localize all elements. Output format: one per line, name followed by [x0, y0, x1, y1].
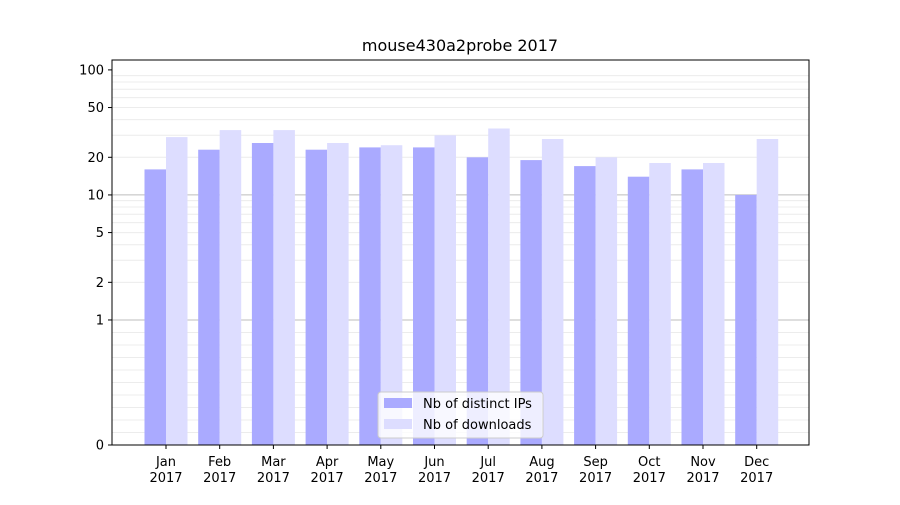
- bar-distinct-ips: [305, 149, 328, 445]
- bars: [144, 128, 779, 446]
- chart-title: mouse430a2probe 2017: [362, 36, 558, 55]
- x-tick-label: Jul 2017: [472, 455, 505, 486]
- bar-downloads: [273, 130, 295, 445]
- bar-downloads: [541, 139, 564, 445]
- bar-distinct-ips: [413, 147, 435, 445]
- y-tick-label: 50: [87, 101, 104, 116]
- bar-distinct-ips: [574, 166, 596, 445]
- bar-distinct-ips: [681, 169, 703, 445]
- x-tick-label: Jan 2017: [149, 455, 182, 486]
- bar-distinct-ips: [144, 169, 166, 445]
- x-tick-label: Dec 2017: [740, 455, 773, 486]
- x-tick-label: Oct 2017: [633, 455, 666, 486]
- y-tick-label: 2: [96, 276, 104, 291]
- bar-distinct-ips: [520, 160, 542, 445]
- y-tick-label: 1: [96, 313, 104, 328]
- x-tick-label: Feb 2017: [203, 455, 236, 486]
- bar-downloads: [380, 145, 403, 445]
- bar-distinct-ips: [627, 176, 650, 445]
- legend-label-downloads: Nb of downloads: [423, 418, 532, 433]
- bar-downloads: [434, 135, 456, 446]
- bar-distinct-ips: [466, 157, 489, 446]
- bar-downloads: [488, 128, 510, 445]
- x-tick-label: Mar 2017: [257, 455, 290, 486]
- legend-box: [377, 391, 544, 439]
- bar-downloads: [595, 157, 618, 446]
- x-axis: Jan 2017 Feb 2017 Mar 2017 Apr 2017 May 2017 Jun 20…: [149, 445, 773, 486]
- legend-swatch-downloads: [384, 419, 412, 429]
- legend-swatch-distinct-ips: [384, 398, 412, 408]
- x-tick-label: Nov 2017: [686, 455, 719, 486]
- y-tick-label: 20: [87, 151, 104, 166]
- bar-distinct-ips: [198, 149, 220, 445]
- legend-label-distinct-ips: Nb of distinct IPs: [423, 397, 532, 412]
- x-tick-label: Aug 2017: [525, 455, 558, 486]
- bar-downloads: [703, 163, 725, 445]
- legend: Nb of distinct IPs Nb of downloads: [377, 391, 544, 439]
- y-tick-label: 100: [79, 63, 104, 78]
- x-tick-label: Sep 2017: [579, 455, 612, 486]
- plot-frame: [111, 59, 810, 446]
- bar-downloads: [219, 130, 242, 445]
- x-tick-label: May 2017: [364, 455, 397, 486]
- y-axis: 0 1 2 5 10 20 50 100: [79, 63, 112, 454]
- bar-downloads: [756, 139, 779, 445]
- y-tick-label: 10: [87, 188, 104, 203]
- x-tick-label: Apr 2017: [311, 455, 344, 486]
- bar-downloads: [649, 163, 671, 445]
- bar-distinct-ips: [735, 194, 757, 445]
- y-tick-label: 0: [96, 439, 104, 454]
- bar-downloads: [327, 143, 349, 445]
- x-tick-label: Jun 2017: [418, 455, 451, 486]
- bar-distinct-ips: [359, 147, 381, 445]
- bar-distinct-ips: [251, 143, 274, 445]
- y-tick-label: 5: [96, 226, 104, 241]
- bar-downloads: [166, 137, 188, 445]
